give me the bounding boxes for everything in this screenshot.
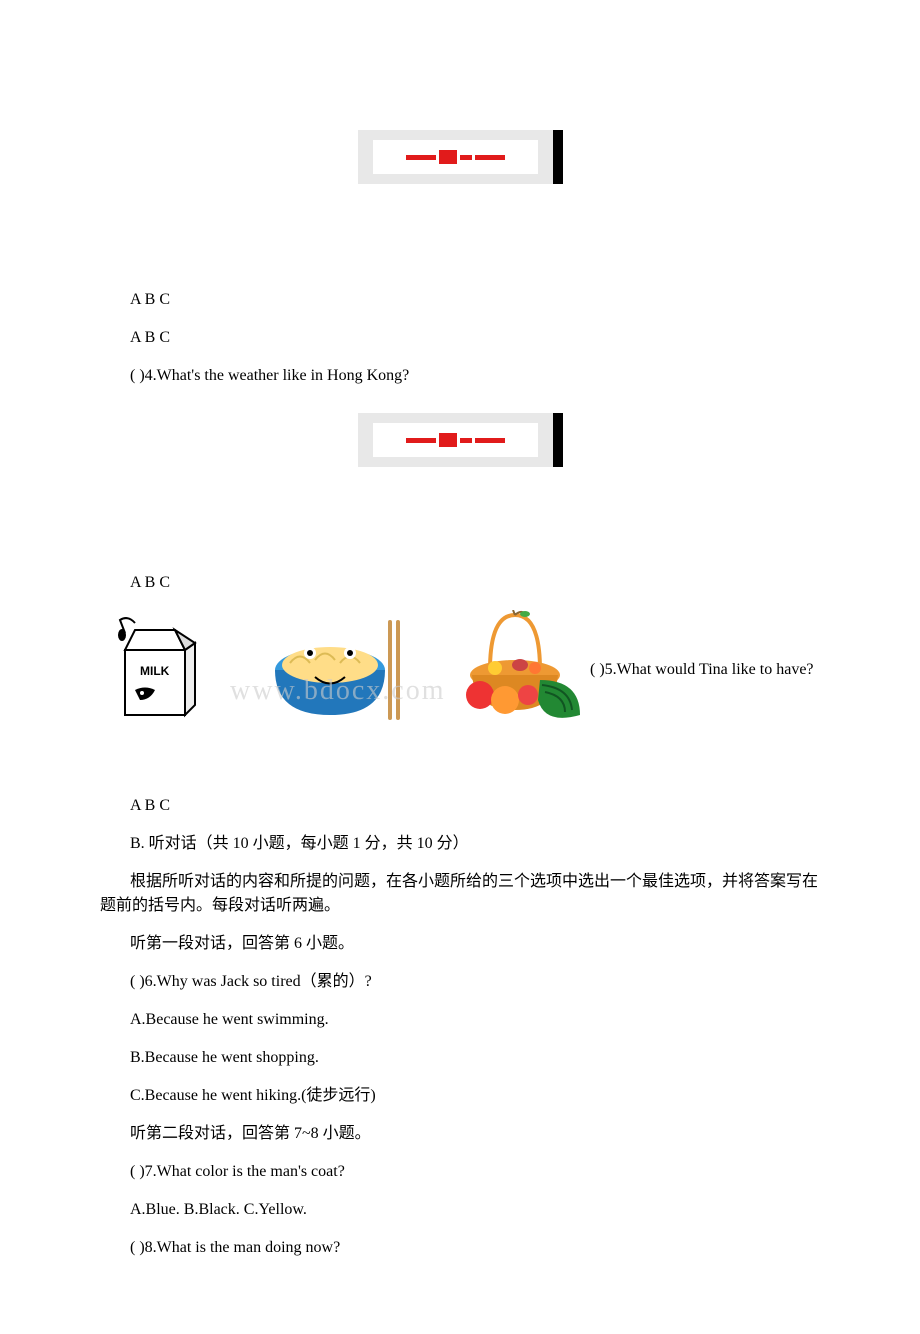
placeholder-inner [373,140,538,174]
question-text: What would Tina like to have? [617,661,814,678]
red-shape-icon [406,438,436,443]
red-shape-icon [406,155,436,160]
question-6: ( )6.Why was Jack so tired（累的）? [100,970,820,994]
noodle-bowl-icon [270,615,405,725]
question-label: ( )7. [130,1163,157,1180]
question-6-option-a: A.Because he went swimming. [100,1008,820,1032]
section-b-instructions: 根据所听对话的内容和所提的问题，在各小题所给的三个选项中选出一个最佳选项，并将答… [100,870,820,918]
svg-text:MILK: MILK [140,664,170,678]
food-images-row: MILK [100,610,820,730]
red-shape-icon [460,438,472,443]
dialogue-1-intro: 听第一段对话，回答第 6 小题。 [100,932,820,956]
question-7: ( )7.What color is the man's coat? [100,1160,820,1184]
question-4: ( )4.What's the weather like in Hong Kon… [100,364,820,388]
embedded-image-placeholder-2 [358,413,563,467]
milk-carton-icon: MILK [100,615,210,725]
question-text: What color is the man's coat? [157,1163,345,1180]
placeholder-inner [373,423,538,457]
question-text: Why was Jack so tired（累的）? [157,973,372,990]
choice-row-ab-c: A B C [100,794,820,818]
question-text: What's the weather like in Hong Kong? [157,367,410,384]
red-shape-icon [439,433,457,447]
question-label: ( )5. [590,661,617,678]
question-6-option-c: C.Because he went hiking.(徒步远行) [100,1084,820,1108]
dialogue-2-intro: 听第二段对话，回答第 7~8 小题。 [100,1122,820,1146]
red-shape-icon [460,155,472,160]
red-shape-icon [475,438,505,443]
question-6-option-b: B.Because he went shopping. [100,1046,820,1070]
fruit-basket-icon [450,610,580,730]
question-label: ( )4. [130,367,157,384]
choice-row: A B C [100,288,820,312]
question-text: What is the man doing now? [157,1239,341,1256]
section-b-header: B. 听对话（共 10 小题，每小题 1 分，共 10 分） [100,832,820,856]
choice-row: A B C [100,571,820,595]
question-label: ( )6. [130,973,157,990]
red-shape-icon [439,150,457,164]
embedded-image-placeholder-1 [358,130,563,184]
question-7-options: A.Blue. B.Black. C.Yellow. [100,1198,820,1222]
red-shape-icon [475,155,505,160]
question-8: ( )8.What is the man doing now? [100,1236,820,1260]
question-5: ( )5.What would Tina like to have? [590,658,814,682]
choice-row-tight: A B C [100,326,820,350]
question-label: ( )8. [130,1239,157,1256]
